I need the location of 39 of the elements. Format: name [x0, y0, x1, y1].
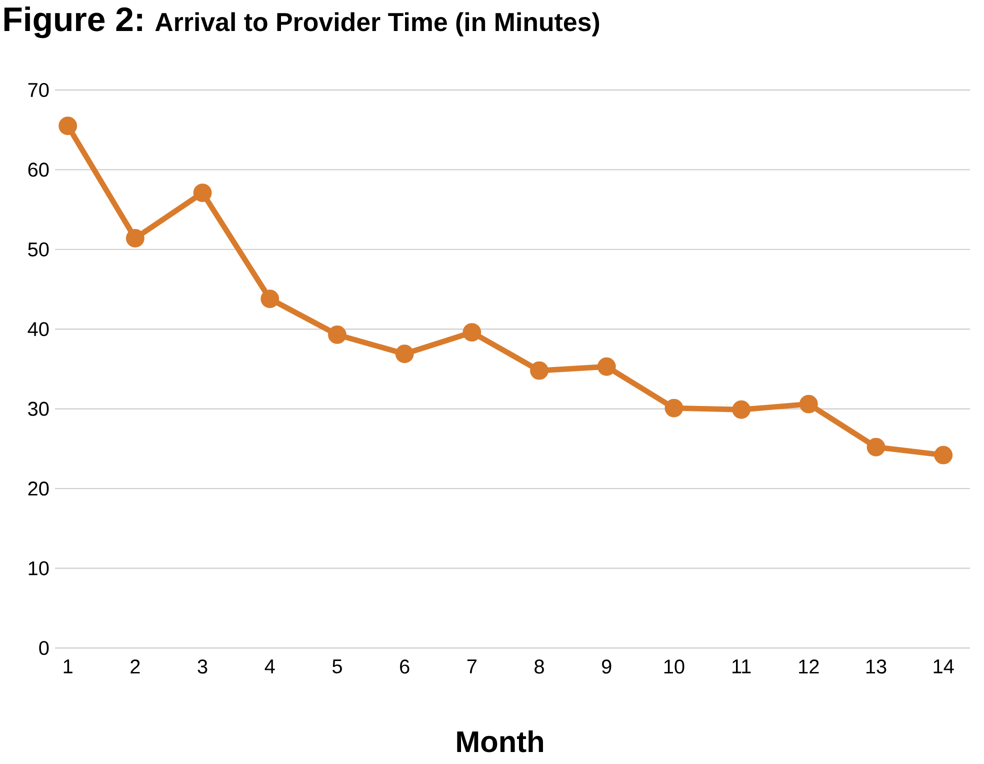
x-tick-label: 13: [866, 660, 886, 674]
x-tick-label: 10: [664, 660, 684, 674]
x-tick-label: 6: [400, 660, 410, 674]
y-tick-label: 70: [28, 82, 49, 98]
point: [395, 344, 414, 364]
chart-subtitle: Arrival to Provider Time (in Minutes): [155, 12, 600, 36]
x-axis-title: Month: [457, 730, 543, 752]
y-tick-label: 10: [28, 561, 49, 576]
point: [462, 323, 482, 342]
x-tick-label: 9: [602, 660, 612, 674]
x-tick-label: 1: [64, 660, 72, 674]
x-tick-label: 3: [198, 660, 208, 674]
point: [732, 400, 751, 419]
point: [799, 394, 818, 414]
y-tick-label: 50: [28, 242, 49, 256]
y-tick-label: 30: [28, 402, 49, 416]
x-tick-label: 4: [264, 660, 275, 674]
x-tick-label: 11: [732, 660, 751, 674]
y-tick-label: 0: [39, 640, 49, 656]
x-tick-label: 2: [130, 660, 140, 674]
point: [193, 184, 212, 202]
chart-title: Figure 2:: [4, 6, 142, 38]
y-tick-label: 20: [28, 482, 49, 496]
point: [126, 229, 144, 248]
x-tick-label: 14: [934, 660, 954, 674]
x-tick-label: 8: [534, 660, 544, 674]
point: [664, 398, 684, 418]
y-tick-label: 40: [28, 322, 49, 336]
x-tick-label: 12: [799, 660, 819, 674]
point: [328, 326, 346, 344]
x-tick-label: 5: [332, 660, 342, 674]
point: [597, 357, 616, 376]
x-tick-label: 7: [467, 660, 476, 674]
y-tick-label: 60: [28, 162, 49, 177]
point: [260, 290, 280, 308]
point: [934, 446, 953, 464]
point: [866, 438, 886, 456]
point: [58, 116, 78, 136]
point: [530, 361, 548, 380]
